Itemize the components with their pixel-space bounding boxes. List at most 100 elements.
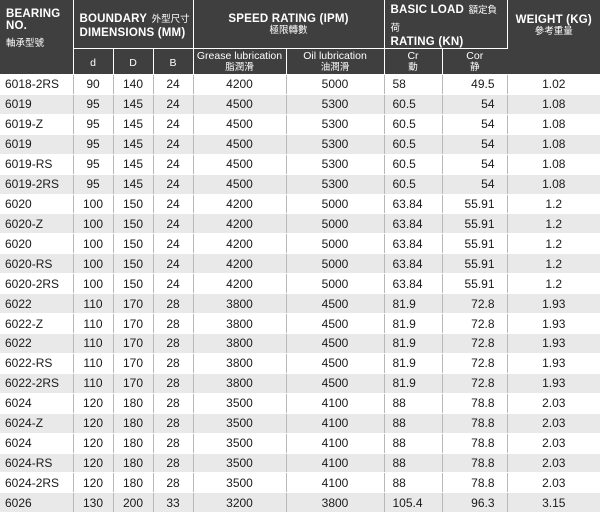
cell-d: 100 bbox=[73, 234, 113, 254]
cell-oil-speed: 5000 bbox=[286, 214, 384, 234]
header-D-large: D bbox=[113, 49, 153, 75]
cell-D: 150 bbox=[113, 214, 153, 234]
cell-B: 24 bbox=[153, 134, 193, 154]
cell-oil-speed: 5000 bbox=[286, 75, 384, 95]
header-cr-cn: 動 bbox=[385, 62, 442, 73]
cell-bearing-no: 6019 bbox=[0, 94, 73, 114]
header-cor-cn: 静 bbox=[443, 62, 508, 73]
cell-oil-speed: 4100 bbox=[286, 453, 384, 473]
cell-weight: 1.2 bbox=[507, 234, 600, 254]
cell-grease-speed: 3800 bbox=[193, 294, 286, 314]
header-weight: WEIGHT (KG) 參考重量 bbox=[507, 0, 600, 75]
cell-weight: 1.93 bbox=[507, 373, 600, 393]
cell-d: 120 bbox=[73, 393, 113, 413]
cell-oil-speed: 5300 bbox=[286, 154, 384, 174]
cell-weight: 1.93 bbox=[507, 333, 600, 353]
cell-cr: 81.9 bbox=[384, 373, 442, 393]
cell-D: 170 bbox=[113, 333, 153, 353]
cell-weight: 1.2 bbox=[507, 274, 600, 294]
cell-cor: 55.91 bbox=[442, 234, 507, 254]
cell-d: 120 bbox=[73, 473, 113, 493]
cell-weight: 1.93 bbox=[507, 353, 600, 373]
cell-cr: 81.9 bbox=[384, 314, 442, 334]
cell-cr: 60.5 bbox=[384, 174, 442, 194]
cell-d: 100 bbox=[73, 254, 113, 274]
cell-grease-speed: 3500 bbox=[193, 433, 286, 453]
cell-cr: 81.9 bbox=[384, 294, 442, 314]
cell-B: 24 bbox=[153, 114, 193, 134]
header-d-label: d bbox=[90, 57, 96, 69]
cell-grease-speed: 3800 bbox=[193, 314, 286, 334]
cell-d: 95 bbox=[73, 114, 113, 134]
cell-d: 110 bbox=[73, 353, 113, 373]
cell-cor: 54 bbox=[442, 174, 507, 194]
cell-bearing-no: 6020 bbox=[0, 194, 73, 214]
cell-bearing-no: 6024 bbox=[0, 433, 73, 453]
cell-cr: 58 bbox=[384, 75, 442, 95]
cell-cr: 88 bbox=[384, 413, 442, 433]
header-d-small: d bbox=[73, 49, 113, 75]
cell-D: 145 bbox=[113, 134, 153, 154]
cell-bearing-no: 6024 bbox=[0, 393, 73, 413]
cell-oil-speed: 5300 bbox=[286, 114, 384, 134]
cell-bearing-no: 6022-Z bbox=[0, 314, 73, 334]
cell-D: 170 bbox=[113, 314, 153, 334]
cell-d: 95 bbox=[73, 154, 113, 174]
cell-cor: 54 bbox=[442, 114, 507, 134]
header-B-width: B bbox=[153, 49, 193, 75]
cell-cor: 78.8 bbox=[442, 453, 507, 473]
cell-d: 120 bbox=[73, 433, 113, 453]
cell-cr: 88 bbox=[384, 473, 442, 493]
cell-B: 28 bbox=[153, 453, 193, 473]
header-grease: Grease lubrication 脂潤滑 bbox=[193, 49, 286, 75]
cell-cor: 54 bbox=[442, 134, 507, 154]
header-boundary-dimensions: BOUNDARY 外型尺寸 DIMENSIONS (MM) bbox=[73, 0, 193, 49]
cell-cr: 60.5 bbox=[384, 154, 442, 174]
cell-B: 24 bbox=[153, 214, 193, 234]
cell-cor: 72.8 bbox=[442, 373, 507, 393]
cell-cr: 81.9 bbox=[384, 353, 442, 373]
cell-weight: 2.03 bbox=[507, 473, 600, 493]
cell-oil-speed: 4100 bbox=[286, 473, 384, 493]
cell-D: 170 bbox=[113, 294, 153, 314]
cell-D: 180 bbox=[113, 473, 153, 493]
cell-grease-speed: 3500 bbox=[193, 453, 286, 473]
cell-B: 24 bbox=[153, 75, 193, 95]
cell-grease-speed: 4200 bbox=[193, 234, 286, 254]
cell-D: 145 bbox=[113, 154, 153, 174]
cell-bearing-no: 6019-2RS bbox=[0, 174, 73, 194]
cell-weight: 2.03 bbox=[507, 393, 600, 413]
cell-oil-speed: 5300 bbox=[286, 174, 384, 194]
cell-D: 145 bbox=[113, 174, 153, 194]
cell-cr: 88 bbox=[384, 393, 442, 413]
cell-cor: 55.91 bbox=[442, 194, 507, 214]
cell-B: 28 bbox=[153, 294, 193, 314]
cell-d: 95 bbox=[73, 134, 113, 154]
cell-B: 24 bbox=[153, 274, 193, 294]
cell-cr: 63.84 bbox=[384, 214, 442, 234]
header-boundary-label: BOUNDARY bbox=[80, 13, 148, 25]
cell-bearing-no: 6022-RS bbox=[0, 353, 73, 373]
cell-D: 170 bbox=[113, 353, 153, 373]
cell-oil-speed: 4500 bbox=[286, 373, 384, 393]
cell-bearing-no: 6020-2RS bbox=[0, 274, 73, 294]
cell-grease-speed: 3500 bbox=[193, 413, 286, 433]
cell-B: 28 bbox=[153, 373, 193, 393]
cell-bearing-no: 6022 bbox=[0, 333, 73, 353]
cell-B: 24 bbox=[153, 94, 193, 114]
cell-bearing-no: 6019-Z bbox=[0, 114, 73, 134]
header-weight-label: WEIGHT (KG) bbox=[508, 14, 600, 26]
header-basic-load: BASIC LOAD 額定負荷 RATING (KN) bbox=[384, 0, 507, 49]
cell-D: 180 bbox=[113, 453, 153, 473]
